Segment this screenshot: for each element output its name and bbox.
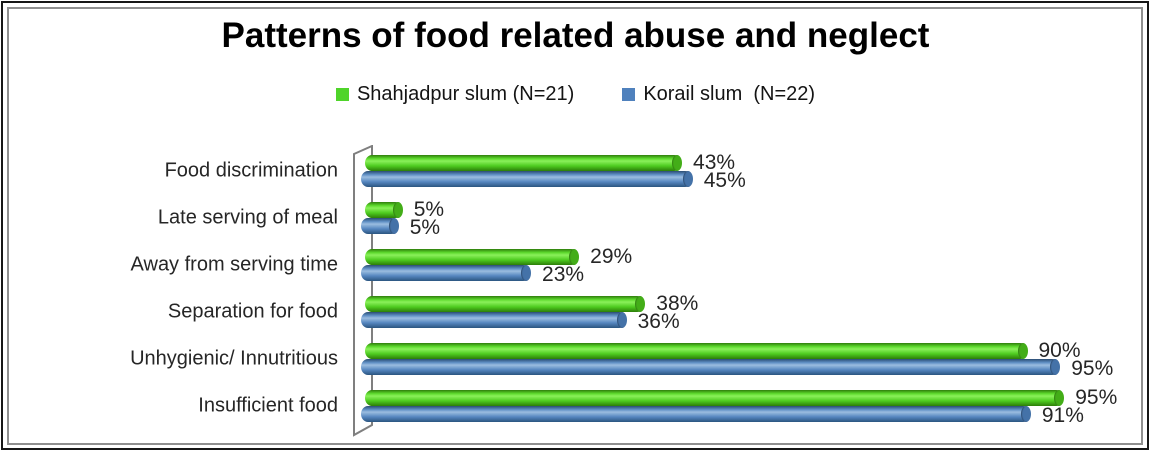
value-label: 90% xyxy=(1038,339,1081,362)
value-label: 91% xyxy=(1041,404,1084,427)
value-label: 36% xyxy=(637,310,680,333)
bar-group: 95% 91% xyxy=(361,385,1117,432)
bar-shahjadpur-slum xyxy=(365,343,1027,359)
category-row: Insufficient food 95% 91% xyxy=(0,385,1151,432)
legend-item-korail: Korail slum (N=22) xyxy=(622,83,815,106)
bar-korail-slum xyxy=(361,171,693,187)
legend-label: Shahjadpur slum (N=21) xyxy=(356,83,575,105)
bar-shahjadpur-slum xyxy=(365,155,683,171)
legend-swatch-green-icon xyxy=(335,88,349,101)
bar-korail-slum xyxy=(361,406,1031,422)
value-label: 95% xyxy=(1075,386,1118,409)
value-label: 23% xyxy=(542,263,585,286)
category-label: Insufficient food xyxy=(198,394,338,417)
category-row: Away from serving time 29% 23% xyxy=(0,244,1151,291)
category-label: Unhygienic/ Innutritious xyxy=(130,347,338,370)
bar-group: 90% 95% xyxy=(361,338,1113,385)
category-row: Late serving of meal 5% 5% xyxy=(0,197,1151,244)
bar-shahjadpur-slum xyxy=(365,390,1065,406)
value-label: 95% xyxy=(1071,357,1114,380)
bar-shahjadpur-slum xyxy=(365,296,646,312)
bar-group: 5% 5% xyxy=(361,197,1096,244)
bar-group: 29% 23% xyxy=(361,244,1096,291)
category-label: Away from serving time xyxy=(130,253,338,276)
legend-swatch-blue-icon xyxy=(622,88,636,101)
bar-korail-slum xyxy=(361,359,1061,375)
value-label: 29% xyxy=(590,245,633,268)
category-row: Separation for food 38% 36% xyxy=(0,291,1151,338)
category-row: Unhygienic/ Innutritious 90% 95% xyxy=(0,338,1151,385)
bar-korail-slum xyxy=(361,265,532,281)
category-row: Food discrimination 43% 45% xyxy=(0,150,1151,197)
bar-shahjadpur-slum xyxy=(365,249,580,265)
bar-group: 43% 45% xyxy=(361,150,1096,197)
category-label: Food discrimination xyxy=(164,159,338,182)
bar-korail-slum xyxy=(361,218,399,234)
legend-item-shahjadpur: Shahjadpur slum (N=21) xyxy=(335,83,575,106)
value-label: 43% xyxy=(693,151,736,174)
bar-korail-slum xyxy=(361,312,627,328)
value-label: 38% xyxy=(656,292,699,315)
value-label: 5% xyxy=(409,216,441,239)
category-label: Separation for food xyxy=(167,300,338,323)
chart-title: Patterns of food related abuse and negle… xyxy=(221,16,930,55)
bar-shahjadpur-slum xyxy=(365,202,403,218)
category-label: Late serving of meal xyxy=(157,206,338,229)
legend-label: Korail slum (N=22) xyxy=(643,83,816,105)
legend: Shahjadpur slum (N=21) Korail slum (N=22… xyxy=(0,83,1151,106)
bar-group: 38% 36% xyxy=(361,291,1096,338)
value-label: 45% xyxy=(703,169,746,192)
value-label: 5% xyxy=(413,198,445,221)
plot-area: Food discrimination 43% 45% Late serving of… xyxy=(0,150,1151,432)
